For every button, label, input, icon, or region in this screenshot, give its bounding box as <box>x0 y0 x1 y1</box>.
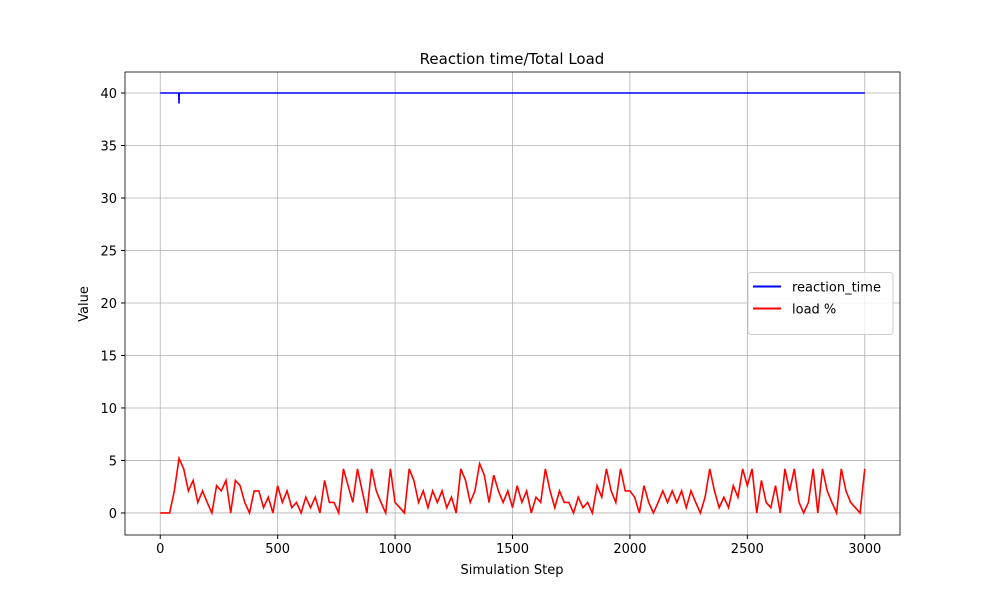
legend-label: load % <box>792 303 836 318</box>
y-tick-label: 40 <box>100 87 117 102</box>
y-tick-label: 35 <box>100 139 117 154</box>
x-axis-label: Simulation Step <box>461 563 564 578</box>
y-tick-label: 15 <box>100 349 117 364</box>
y-tick-label: 20 <box>100 297 117 312</box>
x-tick-label: 1500 <box>496 542 529 557</box>
plot-frame <box>124 71 901 536</box>
y-tick-label: 0 <box>109 507 117 522</box>
data-line <box>160 92 865 104</box>
x-tick-label: 0 <box>156 542 164 557</box>
x-tick-label: 500 <box>265 542 290 557</box>
y-tick-label: 10 <box>100 402 117 417</box>
legend-box <box>747 272 894 335</box>
x-tick-label: 3000 <box>848 542 881 557</box>
y-tick-label: 25 <box>100 244 117 259</box>
chart-title: Reaction time/Total Load <box>420 50 605 68</box>
legend-label: reaction_time <box>792 281 881 296</box>
y-axis-label: Value <box>77 286 92 322</box>
x-tick-label: 1000 <box>379 542 412 557</box>
y-tick-label: 30 <box>100 192 117 207</box>
x-tick-label: 2000 <box>613 542 646 557</box>
y-tick-label: 5 <box>109 454 117 469</box>
data-line <box>160 455 866 516</box>
x-tick-label: 2500 <box>731 542 764 557</box>
